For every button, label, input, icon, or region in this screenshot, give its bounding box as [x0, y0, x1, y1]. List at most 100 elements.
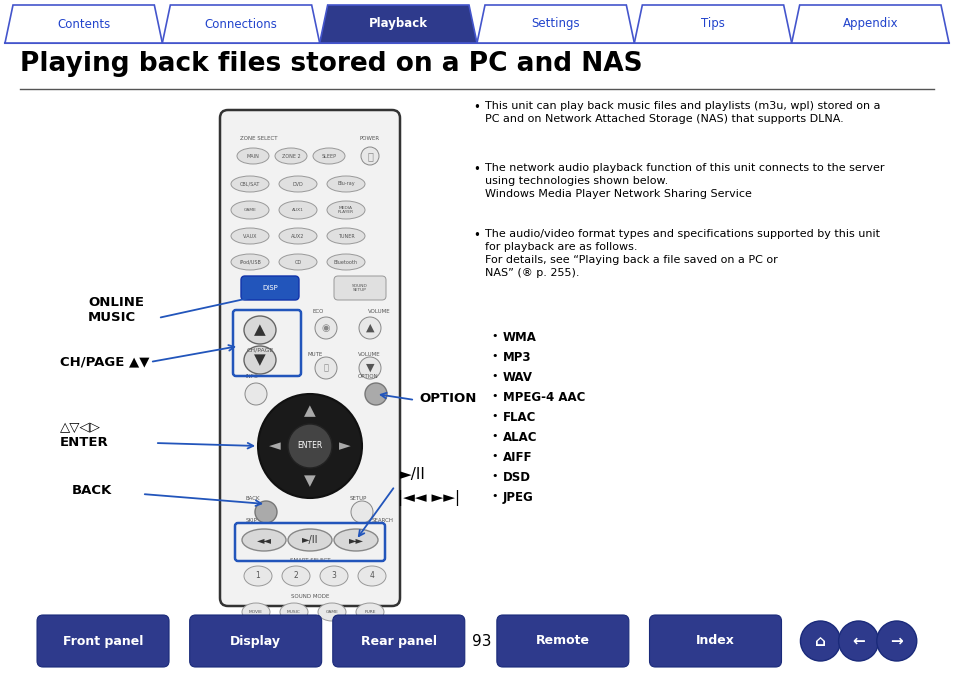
Text: NAS” (® p. 255).: NAS” (® p. 255). — [484, 268, 578, 278]
Ellipse shape — [236, 148, 269, 164]
Text: VOLUME: VOLUME — [368, 309, 390, 314]
Text: |◄◄ ►►|: |◄◄ ►►| — [397, 490, 459, 506]
Text: For details, see “Playing back a file saved on a PC or: For details, see “Playing back a file sa… — [484, 255, 777, 265]
FancyBboxPatch shape — [334, 276, 386, 300]
Ellipse shape — [282, 566, 310, 586]
Text: for playback are as follows.: for playback are as follows. — [484, 242, 637, 252]
Text: DISP: DISP — [262, 285, 277, 291]
Text: ▲: ▲ — [253, 322, 266, 337]
Ellipse shape — [245, 383, 267, 405]
Text: •: • — [491, 391, 497, 401]
Text: PURE: PURE — [364, 610, 375, 614]
Text: 3: 3 — [332, 571, 336, 581]
Text: CBL/SAT: CBL/SAT — [239, 182, 260, 186]
Text: 🔇: 🔇 — [323, 363, 328, 372]
Text: •: • — [491, 491, 497, 501]
Text: ►/II: ►/II — [301, 535, 318, 545]
Text: SKIP: SKIP — [246, 518, 257, 523]
Text: Contents: Contents — [57, 17, 111, 30]
Text: iPod/USB: iPod/USB — [239, 260, 261, 264]
Ellipse shape — [360, 147, 378, 165]
FancyBboxPatch shape — [333, 615, 464, 667]
Text: Index: Index — [696, 635, 734, 647]
FancyBboxPatch shape — [497, 615, 628, 667]
Text: Bluetooth: Bluetooth — [334, 260, 357, 264]
Text: •: • — [491, 351, 497, 361]
Text: Windows Media Player Network Sharing Service: Windows Media Player Network Sharing Ser… — [484, 189, 751, 199]
Text: MAIN: MAIN — [246, 153, 259, 159]
Ellipse shape — [244, 566, 272, 586]
Text: Display: Display — [230, 635, 281, 647]
Text: PC and on Network Attached Storage (NAS) that supports DLNA.: PC and on Network Attached Storage (NAS)… — [484, 114, 842, 124]
Polygon shape — [634, 5, 791, 43]
Text: •: • — [473, 101, 479, 114]
Text: WMA: WMA — [502, 331, 537, 344]
Text: DVD: DVD — [293, 182, 303, 186]
Text: BACK: BACK — [71, 483, 112, 497]
Circle shape — [257, 394, 361, 498]
Text: SOUND MODE: SOUND MODE — [291, 594, 329, 599]
Text: This unit can play back music files and playlists (m3u, wpl) stored on a: This unit can play back music files and … — [484, 101, 880, 111]
Ellipse shape — [334, 529, 377, 551]
FancyBboxPatch shape — [241, 276, 298, 300]
Text: ►►: ►► — [348, 535, 363, 545]
Text: 1: 1 — [255, 571, 260, 581]
Text: GAME: GAME — [243, 208, 256, 212]
Text: •: • — [491, 371, 497, 381]
Text: MP3: MP3 — [502, 351, 531, 364]
Text: SMART SELECT: SMART SELECT — [290, 558, 330, 563]
Text: •: • — [491, 411, 497, 421]
Text: ▼: ▼ — [253, 353, 266, 367]
Text: •: • — [491, 431, 497, 441]
Ellipse shape — [314, 357, 336, 379]
Text: Connections: Connections — [204, 17, 277, 30]
FancyBboxPatch shape — [220, 110, 399, 606]
Text: CH/PAGE: CH/PAGE — [246, 347, 274, 353]
Text: GAME: GAME — [325, 610, 338, 614]
Text: •: • — [473, 229, 479, 242]
Text: ZONE 2: ZONE 2 — [281, 153, 300, 159]
Ellipse shape — [313, 148, 345, 164]
Ellipse shape — [357, 566, 386, 586]
Text: ONLINE
MUSIC: ONLINE MUSIC — [88, 296, 144, 324]
Text: Tips: Tips — [700, 17, 724, 30]
Ellipse shape — [244, 316, 275, 344]
Text: using technologies shown below.: using technologies shown below. — [484, 176, 667, 186]
Ellipse shape — [231, 228, 269, 244]
Text: ENTER: ENTER — [297, 441, 322, 450]
Text: Playback: Playback — [369, 17, 427, 30]
Ellipse shape — [244, 346, 275, 374]
Circle shape — [800, 621, 840, 661]
Text: Settings: Settings — [531, 17, 579, 30]
Ellipse shape — [288, 529, 332, 551]
Text: Remote: Remote — [536, 635, 589, 647]
Text: WAV: WAV — [502, 371, 533, 384]
Text: BACK: BACK — [246, 496, 260, 501]
Circle shape — [838, 621, 878, 661]
Text: MEDIA
PLAYER: MEDIA PLAYER — [337, 206, 354, 214]
Text: ⏻: ⏻ — [367, 151, 373, 161]
Text: SETUP: SETUP — [350, 496, 367, 501]
Text: ◄: ◄ — [269, 439, 280, 454]
Text: 2: 2 — [294, 571, 298, 581]
Polygon shape — [476, 5, 634, 43]
Text: Blu-ray: Blu-ray — [336, 182, 355, 186]
Text: AUX1: AUX1 — [292, 208, 304, 212]
Text: FLAC: FLAC — [502, 411, 536, 424]
Polygon shape — [5, 5, 162, 43]
Ellipse shape — [231, 176, 269, 192]
Ellipse shape — [242, 603, 270, 621]
Text: The network audio playback function of this unit connects to the server: The network audio playback function of t… — [484, 163, 883, 173]
Ellipse shape — [278, 254, 316, 270]
Text: 93: 93 — [472, 633, 491, 649]
Text: JPEG: JPEG — [502, 491, 533, 504]
Text: ▼: ▼ — [304, 474, 315, 489]
Text: Rear panel: Rear panel — [360, 635, 436, 647]
Text: OPTION: OPTION — [418, 392, 476, 404]
FancyBboxPatch shape — [190, 615, 321, 667]
Ellipse shape — [278, 201, 316, 219]
FancyBboxPatch shape — [37, 615, 169, 667]
Ellipse shape — [231, 254, 269, 270]
FancyBboxPatch shape — [649, 615, 781, 667]
Text: SEARCH: SEARCH — [372, 518, 394, 523]
